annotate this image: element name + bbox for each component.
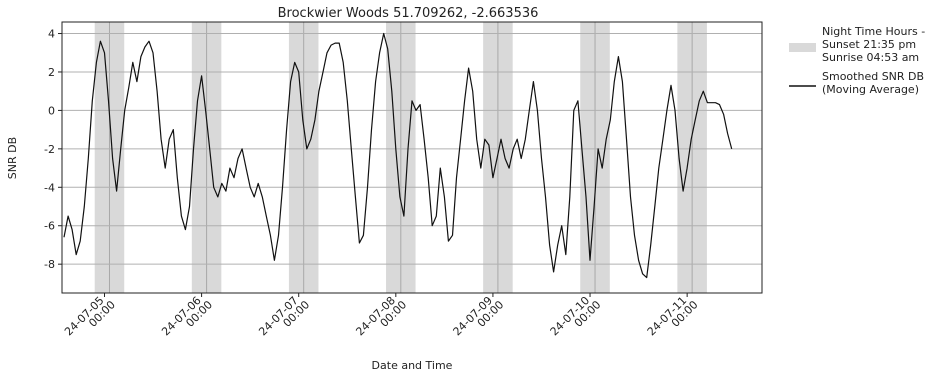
legend-night-line-1: Night Time Hours - [822,25,925,38]
y-tick-label-3: -2 [44,143,55,156]
y-tick-label-1: -6 [44,220,55,233]
legend-night-line-2: Sunset 21:35 pm [822,38,916,51]
plot-frame [61,21,763,294]
chart-title: Brockwier Woods 51.709262, -2.663536 [278,6,539,21]
y-tick-label-0: -8 [44,258,55,271]
series-line-0 [63,32,733,279]
y-tick-label-6: 4 [48,28,55,41]
legend-line-line-2: (Moving Average) [822,83,919,96]
x-axis-label: Date and Time [372,359,453,372]
series-layer [63,32,733,279]
legend-line-line-1: Smoothed SNR DB [822,70,924,83]
y-tick-label-5: 2 [48,66,55,79]
y-axis-ticks: -8 -6 -4 -2 0 2 4 [44,28,62,271]
y-tick-label-4: 0 [48,104,55,117]
legend-night-swatch [789,43,816,52]
y-axis-label: SNR DB [6,137,19,179]
legend: Night Time Hours - Sunset 21:35 pm Sunri… [789,25,925,96]
night-bands [94,22,707,293]
legend-night-line-3: Sunrise 04:53 am [822,51,919,64]
y-tick-label-2: -4 [44,181,55,194]
